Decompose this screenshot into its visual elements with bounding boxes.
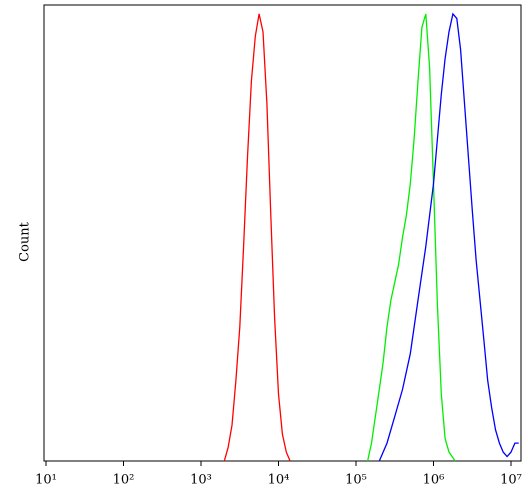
- y-axis-label: Count: [18, 221, 33, 262]
- histogram-line: [378, 12, 519, 462]
- histogram-line: [366, 13, 456, 462]
- histogram-line: [223, 13, 291, 462]
- x-tick-label: 10⁵: [345, 473, 367, 488]
- plot-frame: [43, 4, 522, 462]
- x-tick-label: 10⁴: [268, 473, 290, 488]
- x-tick-label: 10⁶: [423, 473, 445, 488]
- x-tick-label: 10³: [190, 473, 212, 488]
- x-tick-label: 10⁷: [500, 473, 522, 488]
- x-tick-label: 10²: [113, 473, 135, 488]
- x-tick-label: 10¹: [35, 473, 57, 488]
